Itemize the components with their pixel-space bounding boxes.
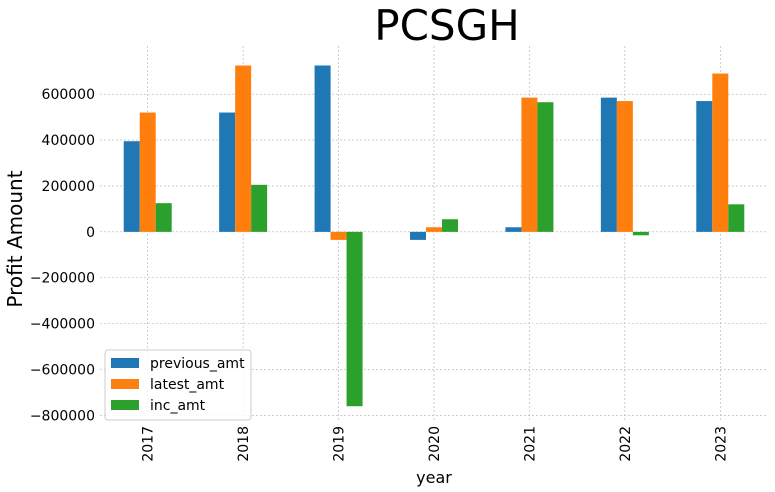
bar-inc_amt-2018 [251,184,268,232]
y-tick-label: 0 [86,225,95,241]
bar-latest_amt-2017 [139,112,156,232]
x-tick-label: 2021 [522,426,538,462]
bar-latest_amt-2023 [712,73,729,232]
legend-swatch-latest_amt [111,379,139,389]
legend-swatch-previous_amt [111,358,139,368]
legend-label-previous_amt: previous_amt [150,356,245,372]
x-tick-label: 2018 [236,426,252,462]
y-tick-label: −400000 [30,317,95,333]
bar-latest_amt-2019 [330,231,347,240]
y-tick-label: 200000 [42,179,95,195]
bar-inc_amt-2022 [632,231,649,236]
y-axis-title: Profit Amount [3,170,27,307]
y-tick-labels: −800000 −600000 −400000 −200000 0 200000 40000… [30,87,95,424]
x-tick-label: 2022 [618,426,634,462]
bar-previous_amt-2020 [410,231,426,240]
bar-previous_amt-2021 [505,227,522,232]
legend: previous_amt latest_amt inc_amt [104,349,252,421]
y-tick-label: 400000 [42,133,95,149]
x-tick-label: 2017 [141,426,157,462]
bar-inc_amt-2017 [155,203,172,232]
chart-title: PCSGH [374,1,519,50]
bar-latest_amt-2022 [616,101,633,232]
bar-inc_amt-2021 [537,102,554,232]
bar-previous_amt-2023 [696,101,713,232]
bar-inc_amt-2020 [442,219,458,232]
legend-swatch-inc_amt [111,400,139,410]
y-tick-label: −200000 [30,271,95,287]
x-axis-title: year [416,468,452,487]
legend-label-inc_amt: inc_amt [150,398,206,414]
x-tick-label: 2023 [713,426,729,462]
bar-previous_amt-2022 [600,97,617,232]
bar-inc_amt-2023 [728,204,745,232]
grid-lines [100,46,768,420]
bar-previous_amt-2017 [123,141,140,232]
x-tick-label: 2019 [332,426,348,462]
y-tick-label: 600000 [42,87,95,103]
bar-latest_amt-2018 [235,65,252,232]
bar-inc_amt-2019 [346,231,363,407]
bar-previous_amt-2018 [219,112,236,232]
bar-latest_amt-2021 [521,97,538,232]
bar-latest_amt-2020 [426,227,442,232]
legend-box [104,349,252,421]
bar-previous_amt-2019 [314,65,331,232]
bars [123,65,745,407]
y-tick-label: −800000 [30,408,95,424]
x-tick-labels: 2017 2018 2019 2020 2021 2022 2023 [141,426,730,462]
y-tick-label: −600000 [30,363,95,379]
legend-label-latest_amt: latest_amt [150,377,225,393]
x-tick-label: 2020 [427,426,443,462]
